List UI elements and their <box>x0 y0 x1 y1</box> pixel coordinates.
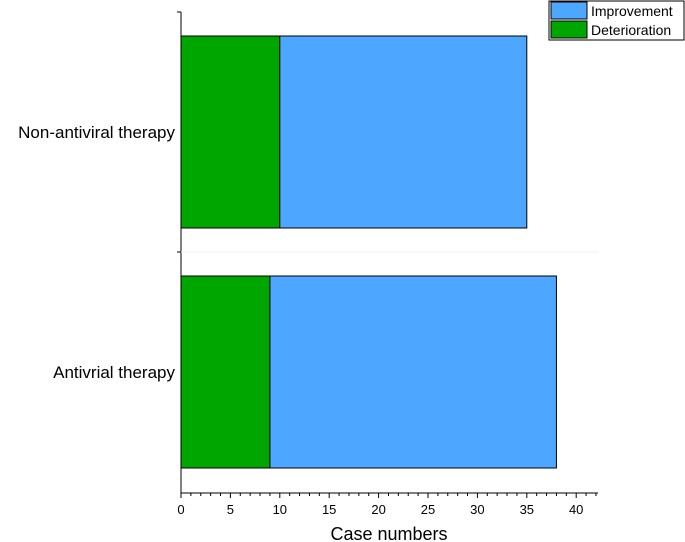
category-label-1: Antivrial therapy <box>53 363 175 382</box>
legend: Improvement Deterioration <box>548 0 685 41</box>
category-label-0: Non-antiviral therapy <box>18 123 175 142</box>
x-axis-title: Case numbers <box>330 524 447 542</box>
category-labels-layer: Non-antiviral therapy Antivrial therapy <box>18 123 175 382</box>
x-tick-label: 20 <box>371 502 385 517</box>
x-tick-label: 30 <box>470 502 484 517</box>
legend-swatch-deterioration <box>550 20 588 39</box>
x-tick-label: 15 <box>322 502 336 517</box>
bar-improvement-1 <box>269 275 557 469</box>
x-tick-label: 0 <box>177 502 184 517</box>
legend-label-deterioration: Deterioration <box>591 22 671 38</box>
x-tick-label: 25 <box>421 502 435 517</box>
bar-deterioration-0 <box>180 35 281 229</box>
x-tick-label: 40 <box>569 502 583 517</box>
bar-deterioration-1 <box>180 275 271 469</box>
legend-swatch-improvement <box>550 1 588 20</box>
bar-improvement-0 <box>279 35 528 229</box>
x-tick-label: 10 <box>273 502 287 517</box>
x-tick-label: 35 <box>520 502 534 517</box>
legend-label-improvement: Improvement <box>591 3 673 19</box>
x-ticks-layer: 0 5 10 15 20 25 30 35 40 <box>177 493 597 517</box>
x-tick-label: 5 <box>227 502 234 517</box>
bars-layer <box>180 35 557 469</box>
